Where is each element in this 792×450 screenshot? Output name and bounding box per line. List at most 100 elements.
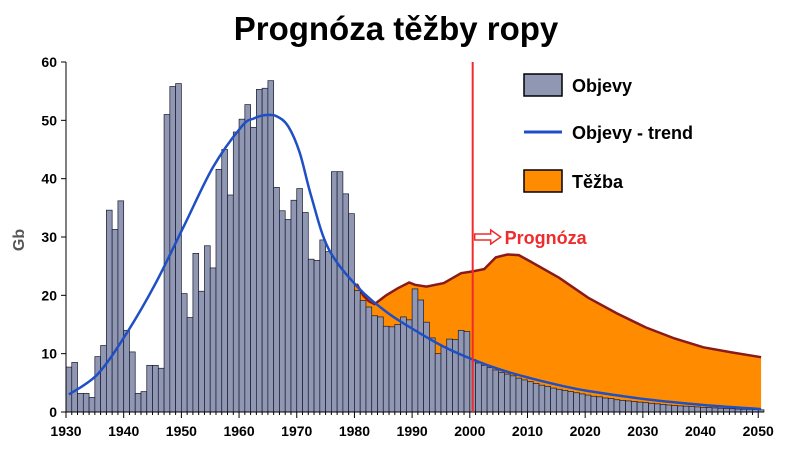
legend-label-objevy: Objevy [572,76,632,96]
bar-1940 [123,329,130,413]
bar-1998 [457,329,465,413]
bar-2044 [723,408,730,413]
bar-1980 [354,290,361,413]
bar-1935 [94,356,101,413]
bar-1961 [244,104,251,413]
y-tick-label-30: 30 [41,229,57,245]
bar-1949 [175,83,182,413]
bar-1953 [198,290,205,413]
bar-2026 [619,399,626,413]
y-axis-label: Gb [11,229,28,251]
bar-1982 [365,306,373,413]
bar-1959 [232,131,240,413]
bar-2022 [596,396,603,413]
bar-1952 [192,252,200,413]
x-tick-label-2010: 2010 [512,423,543,439]
bar-1951 [186,317,194,413]
bar-1963 [256,89,263,413]
bar-2036 [677,405,684,413]
bar-2011 [532,383,540,413]
bar-2023 [602,397,609,413]
bar-1950 [181,293,188,413]
bar-1938 [111,229,119,413]
trend-line-layer [68,113,762,411]
y-tick-label-20: 20 [41,287,57,303]
bar-1981 [359,300,367,413]
bar-1930 [65,366,73,413]
bar-1967 [279,210,286,413]
bar-2012 [538,384,546,413]
bar-2018 [573,392,580,413]
x-tick-label-1970: 1970 [281,423,312,439]
bar-1936 [100,345,107,413]
bar-2037 [682,405,690,413]
bar-2015 [555,388,563,413]
bar-2030 [642,402,649,413]
bar-1944 [146,364,153,413]
legend-swatch-objevy [523,73,563,97]
bar-2031 [648,402,655,413]
bar-1986 [388,326,396,413]
bar-2024 [607,398,615,413]
bar-2035 [671,405,678,413]
bar-1965 [267,80,275,413]
bar-2028 [630,401,638,413]
bar-1943 [140,391,148,413]
bar-2014 [550,387,557,413]
bar-1962 [250,126,257,413]
bar-1975 [325,251,332,413]
trend-line [68,113,762,411]
bar-2017 [567,391,574,413]
x-tick-label-1980: 1980 [339,423,370,439]
bar-1999 [463,331,471,413]
bar-1991 [417,299,425,413]
bar-2025 [613,399,621,413]
bar-1964 [261,87,269,413]
bar-1966 [273,187,280,413]
chart-title: Prognóza těžby ropy [233,10,559,47]
bar-2010 [527,381,534,413]
bar-2033 [659,404,667,413]
bar-1978 [342,193,350,413]
bar-1970 [296,188,303,413]
legend: Objevy Objevy - trend Těžba [523,73,693,193]
bar-1972 [307,258,315,413]
bar-1995 [440,346,448,413]
y-tick-label-50: 50 [41,112,57,128]
bar-2021 [590,395,598,413]
bar-1933 [82,392,90,413]
bar-1969 [290,199,298,413]
bar-2019 [579,393,586,413]
bar-1957 [221,149,228,413]
bar-1956 [215,168,223,413]
bar-2042 [711,407,719,413]
legend-swatch-tezba [523,169,563,193]
bar-1976 [331,171,338,413]
bar-1937 [106,209,113,413]
bar-1954 [204,245,211,413]
bar-2027 [625,400,632,413]
bar-1939 [117,200,125,413]
bar-1993 [429,337,436,413]
bar-2002 [480,364,488,413]
bar-1934 [88,397,96,413]
x-tick-label-2020: 2020 [570,423,601,439]
x-tick-label-2000: 2000 [454,423,485,439]
bar-2032 [654,403,661,413]
bar-1945 [152,364,159,413]
bar-1941 [129,351,136,413]
bar-2039 [694,406,701,413]
bar-1955 [209,267,217,413]
bar-1960 [238,118,246,413]
legend-label-trend: Objevy - trend [572,123,693,143]
bar-2013 [544,385,551,413]
forecast-label: Prognóza [505,228,588,248]
bar-1971 [302,212,309,413]
bar-1973 [313,259,321,413]
bar-1985 [382,325,390,413]
bar-2006 [504,373,511,413]
x-tick-label-1930: 1930 [50,423,81,439]
y-tick-label-10: 10 [41,346,57,362]
